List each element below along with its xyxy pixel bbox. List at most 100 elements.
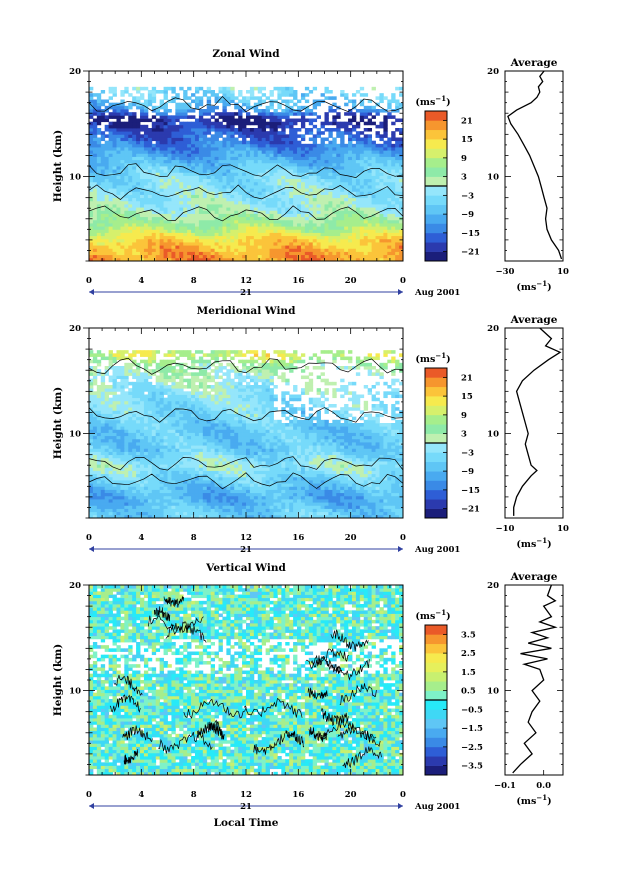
colorbar-swatch: [425, 214, 447, 224]
heatmap-cell: [297, 254, 302, 259]
heatmap-cell: [273, 200, 278, 205]
heatmap-cell: [316, 207, 321, 211]
heatmap-cell: [383, 153, 388, 157]
heatmap-cell: [108, 207, 113, 211]
heatmap-cell: [367, 210, 373, 214]
heatmap-cell: [147, 499, 153, 503]
heatmap-cell: [324, 156, 329, 161]
heatmap-cell: [344, 232, 349, 237]
heatmap-cell: [147, 128, 153, 132]
heatmap-cell: [210, 486, 216, 490]
heatmap-cell: [257, 257, 263, 262]
heatmap-cell: [151, 109, 157, 113]
heatmap-cell: [257, 219, 263, 224]
heatmap-cell: [348, 99, 353, 104]
heatmap-cell: [198, 210, 204, 214]
heatmap-cell: [112, 162, 117, 167]
heatmap-cell: [277, 181, 282, 186]
heatmap-cell: [328, 188, 333, 192]
heatmap-cell: [226, 159, 231, 164]
heatmap-cell: [132, 137, 137, 142]
heatmap-cell: [289, 242, 294, 246]
heatmap-cell: [159, 248, 164, 252]
heatmap-cell: [124, 194, 129, 199]
heatmap-cell: [257, 150, 263, 154]
heatmap-cell: [230, 181, 235, 186]
heatmap-cell: [340, 90, 345, 94]
heatmap-cell: [151, 207, 157, 211]
heatmap-cell: [324, 188, 329, 192]
heatmap-cell: [320, 178, 325, 183]
heatmap-cell: [387, 505, 392, 509]
heatmap-cell: [242, 495, 247, 500]
heatmap-cell: [355, 495, 361, 500]
heatmap-cell: [175, 210, 180, 214]
heatmap-cell: [312, 188, 318, 192]
heatmap-cell: [277, 257, 282, 262]
heatmap-cell: [187, 105, 192, 110]
heatmap-cell: [320, 153, 325, 157]
heatmap-cell: [328, 105, 333, 110]
heatmap-cell: [379, 197, 384, 202]
heatmap-cell: [230, 112, 235, 116]
heatmap-cell: [257, 159, 263, 164]
heatmap-cell: [297, 251, 302, 256]
heatmap-cell: [312, 223, 318, 227]
heatmap-cell: [179, 213, 184, 218]
heatmap-cell: [242, 156, 247, 161]
heatmap-cell: [387, 159, 392, 164]
heatmap-cell: [214, 204, 219, 208]
heatmap-cell: [116, 109, 121, 113]
heatmap-cell: [297, 242, 302, 246]
heatmap-cell: [253, 159, 259, 164]
heatmap-cell: [147, 131, 153, 135]
heatmap-cell: [359, 511, 365, 516]
heatmap-cell: [261, 137, 267, 142]
average-title: Average: [510, 57, 558, 69]
heatmap-cell: [332, 251, 337, 256]
heatmap-cell: [230, 499, 235, 503]
heatmap-cell: [391, 121, 396, 126]
heatmap-cell: [89, 248, 94, 252]
heatmap-cell: [159, 514, 164, 519]
heatmap-cell: [399, 486, 404, 490]
heatmap-cell: [242, 502, 247, 506]
heatmap-cell: [257, 112, 263, 116]
heatmap-cell: [312, 248, 318, 252]
heatmap-cell: [273, 153, 278, 157]
heatmap-cell: [167, 128, 172, 132]
heatmap-cell: [277, 502, 282, 506]
heatmap-cell: [308, 248, 314, 252]
heatmap-cell: [399, 194, 404, 199]
heatmap-cell: [249, 140, 255, 145]
heatmap-cell: [104, 175, 110, 180]
heatmap-cell: [304, 489, 310, 494]
heatmap-cell: [355, 169, 361, 173]
heatmap-cell: [324, 86, 329, 91]
heatmap-cell: [132, 216, 137, 221]
heatmap-cell: [344, 102, 349, 107]
heatmap-cell: [194, 213, 200, 218]
heatmap-cell: [132, 143, 137, 148]
heatmap-cell: [289, 121, 294, 126]
heatmap-cell: [367, 156, 373, 161]
heatmap-cell: [230, 118, 235, 123]
heatmap-cell: [289, 93, 294, 97]
heatmap-cell: [218, 223, 223, 227]
heatmap-cell: [230, 128, 235, 132]
heatmap-cell: [344, 181, 349, 186]
heatmap-cell: [261, 229, 267, 233]
heatmap-cell: [289, 191, 294, 195]
heatmap-cell: [238, 105, 243, 110]
heatmap-cell: [136, 223, 141, 227]
heatmap-cell: [253, 213, 259, 218]
heatmap-cell: [273, 150, 278, 154]
heatmap-cell: [273, 235, 278, 240]
heatmap-cell: [128, 121, 133, 126]
heatmap-cell: [395, 511, 400, 516]
heatmap-cell: [281, 153, 286, 157]
heatmap-cell: [348, 495, 353, 500]
heatmap-cell: [116, 134, 121, 138]
heatmap-cell: [179, 197, 184, 202]
heatmap-cell: [277, 159, 282, 164]
